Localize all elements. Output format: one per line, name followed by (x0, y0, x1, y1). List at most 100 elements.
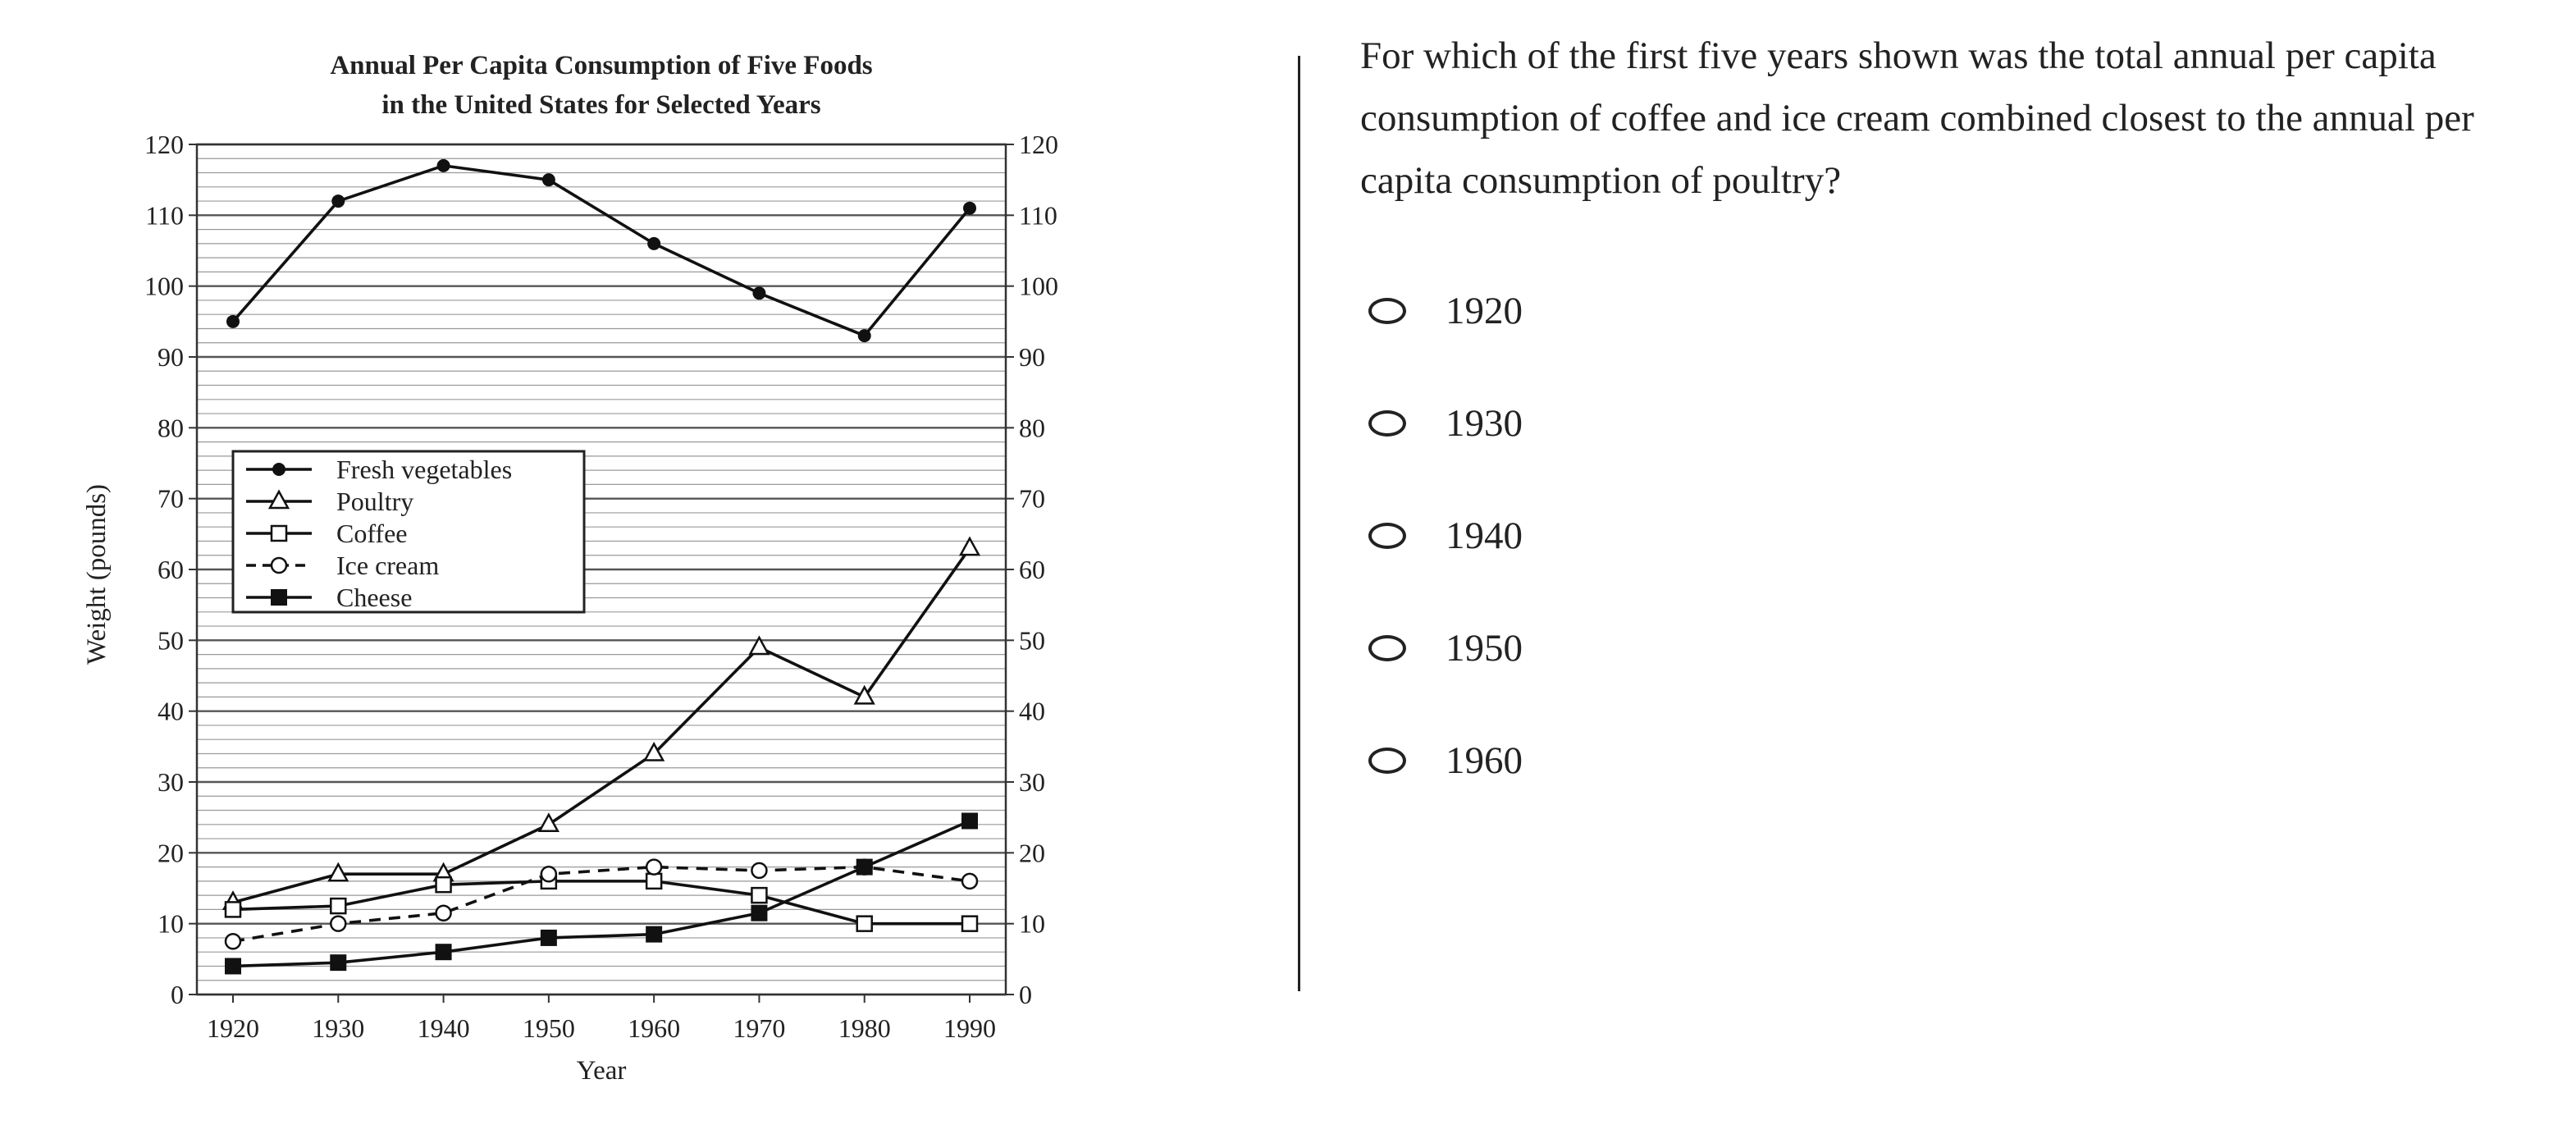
y-tick-label-left: 100 (144, 272, 184, 301)
x-tick-label: 1940 (418, 1013, 470, 1043)
data-point (853, 684, 875, 705)
radio-button[interactable] (1368, 297, 1406, 324)
y-tick-label-left: 90 (158, 342, 184, 372)
data-point (540, 929, 557, 946)
radio-button[interactable] (1368, 409, 1406, 437)
data-point (267, 489, 290, 510)
legend-label: Coffee (336, 519, 407, 548)
radio-button[interactable] (1368, 747, 1406, 774)
y-tick-label-left: 110 (145, 200, 184, 230)
x-tick-label: 1990 (943, 1013, 996, 1043)
choice-label: 1920 (1446, 289, 1523, 332)
y-tick-label-right: 90 (1019, 342, 1045, 372)
data-point (645, 872, 663, 890)
choice-1930[interactable]: 1930 (1360, 367, 2542, 479)
y-tick-label-right: 10 (1019, 909, 1045, 939)
chart-panel: Annual Per Capita Consumption of Five Fo… (0, 0, 1066, 1134)
chart-title: Annual Per Capita Consumption of Five Fo… (330, 51, 872, 80)
y-tick-label-right: 30 (1019, 767, 1045, 797)
legend-item-cheese: Cheese (246, 583, 412, 612)
y-tick-label-left: 20 (158, 838, 184, 867)
choice-1940[interactable]: 1940 (1360, 479, 2542, 592)
line-chart: Annual Per Capita Consumption of Five Fo… (82, 51, 1058, 1086)
data-point (751, 862, 768, 880)
choice-1960[interactable]: 1960 (1360, 704, 2542, 816)
data-point (436, 158, 450, 172)
y-tick-label-left: 30 (158, 767, 184, 797)
legend-box (231, 450, 586, 614)
choice-label: 1950 (1446, 626, 1523, 670)
data-point (331, 194, 345, 208)
y-tick-label-right: 40 (1019, 697, 1045, 726)
data-point (751, 886, 768, 904)
data-point (540, 865, 558, 883)
divider (1298, 56, 1300, 991)
data-point (435, 876, 452, 894)
data-point (961, 812, 978, 830)
data-point (958, 536, 981, 556)
data-point (330, 954, 347, 972)
data-point (643, 741, 665, 761)
data-point (270, 524, 288, 542)
legend-label: Ice cream (336, 551, 439, 580)
data-point (961, 915, 979, 932)
series-fresh-vegetables (226, 158, 976, 343)
legend-label: Poultry (336, 487, 413, 516)
data-point (272, 463, 285, 476)
data-point (645, 858, 663, 876)
data-point (435, 944, 452, 961)
radio-button[interactable] (1368, 634, 1406, 661)
data-point (857, 329, 871, 343)
data-point (856, 858, 873, 876)
y-tick-label-left: 60 (158, 555, 184, 584)
chart-subtitle: in the United States for Selected Years (381, 90, 820, 120)
series-line-poultry (232, 547, 971, 904)
data-point (224, 933, 242, 950)
legend-label: Cheese (336, 583, 412, 612)
data-point (224, 901, 242, 918)
series-line-fresh-vegetables (231, 164, 971, 337)
data-point (752, 286, 766, 300)
legend-item-ice-cream: Ice cream (246, 551, 439, 580)
series-line-coffee (232, 880, 970, 926)
y-tick-label-right: 50 (1019, 625, 1045, 655)
data-point (270, 556, 288, 574)
question-text: For which of the first five years shown … (1360, 34, 2474, 202)
x-tick-label: 1930 (312, 1013, 364, 1043)
data-point (751, 904, 768, 921)
data-point (435, 904, 452, 921)
x-tick-label: 1970 (733, 1013, 785, 1043)
legend-label: Fresh vegetables (336, 455, 512, 484)
data-point (330, 897, 347, 915)
y-tick-label-right: 100 (1019, 272, 1058, 301)
y-tick-label-left: 0 (171, 980, 184, 1009)
legend-item-fresh-vegetables: Fresh vegetables (246, 455, 512, 484)
data-point (647, 236, 661, 250)
series-line-cheese (232, 819, 971, 968)
data-point (856, 915, 873, 932)
series-cheese (225, 812, 978, 975)
y-tick-label-right: 60 (1019, 555, 1045, 584)
y-tick-label-right: 0 (1019, 980, 1032, 1009)
choice-1920[interactable]: 1920 (1360, 254, 2542, 367)
y-tick-label-left: 50 (158, 625, 184, 655)
radio-button[interactable] (1368, 522, 1406, 549)
y-tick-label-right: 20 (1019, 838, 1045, 867)
data-point (327, 862, 349, 882)
data-point (225, 958, 241, 975)
y-tick-label-left: 40 (158, 697, 184, 726)
x-tick-label: 1920 (207, 1013, 259, 1043)
choice-1950[interactable]: 1950 (1360, 592, 2542, 704)
series-line-ice-cream (232, 865, 971, 944)
choice-label: 1930 (1446, 401, 1523, 445)
y-tick-label-right: 70 (1019, 484, 1045, 514)
data-point (541, 173, 555, 187)
data-point (537, 812, 560, 833)
data-point (748, 635, 770, 656)
y-tick-label-right: 80 (1019, 413, 1045, 442)
data-point (963, 201, 976, 215)
data-point (226, 314, 240, 328)
legend-item-poultry: Poultry (246, 487, 413, 516)
x-tick-label: 1980 (838, 1013, 891, 1043)
y-tick-label-right: 110 (1019, 200, 1057, 230)
